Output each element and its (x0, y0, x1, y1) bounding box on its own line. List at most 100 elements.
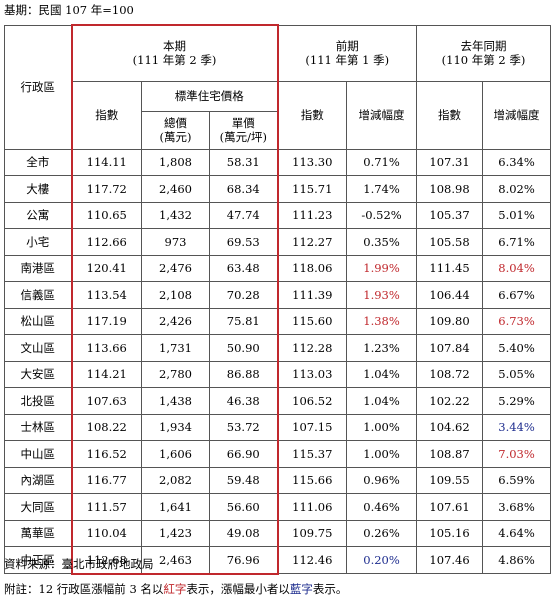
cell-yoy-change: 6.67% (482, 281, 552, 309)
cell-prev-change: 0.71% (346, 148, 418, 176)
cell-total-price: 1,423 (141, 519, 210, 547)
table-row: 公寓 110.65 1,432 47.74 111.23 -0.52% 105.37 5.01… (4, 201, 552, 229)
price-index-table: 行政區 本期 (111 年第 2 季) 前期 (111 年第 1 季) 去年同期… (4, 24, 552, 575)
cell-index: 114.11 (70, 148, 142, 176)
footnote-suffix: 表示。 (312, 582, 348, 596)
cell-yoy-change: 6.73% (482, 307, 552, 335)
cell-yoy-change: 4.86% (482, 546, 552, 574)
header-unit-price: 單價 (萬元/坪) (208, 110, 279, 150)
yoy-period-title: 去年同期 (460, 39, 507, 53)
header-yoy-change: 增減幅度 (482, 80, 552, 150)
cell-prev-index: 111.39 (277, 281, 348, 309)
cell-total-price: 1,606 (141, 440, 210, 468)
cell-district: 士林區 (4, 413, 72, 441)
table-row: 大安區 114.21 2,780 86.88 113.03 1.04% 108.72 5.05… (4, 360, 552, 388)
cell-unit-price: 66.90 (208, 440, 279, 468)
cell-index: 112.66 (70, 228, 142, 256)
cell-unit-price: 76.96 (208, 546, 279, 575)
header-prev-index: 指數 (277, 80, 348, 150)
cell-prev-change: 0.46% (346, 493, 418, 521)
header-current-period: 本期 (111 年第 2 季) (70, 24, 279, 82)
previous-period-subtitle: (111 年第 1 季) (305, 53, 390, 67)
cell-prev-change: 1.04% (346, 387, 418, 415)
footnote-red-word: 紅字 (163, 582, 187, 596)
cell-unit-price: 70.28 (208, 281, 279, 309)
cell-yoy-change: 5.05% (482, 360, 552, 388)
table-row: 中正區 112.68 2,463 76.96 112.46 0.20% 107.46 4.86… (4, 546, 552, 575)
table-row: 大同區 111.57 1,641 56.60 111.06 0.46% 107.61 3.68… (4, 493, 552, 521)
cell-district: 大同區 (4, 493, 72, 521)
cell-yoy-index: 107.84 (416, 334, 484, 362)
cell-index: 110.65 (70, 201, 142, 229)
cell-yoy-index: 105.37 (416, 201, 484, 229)
footnote-blue-word: 藍字 (289, 582, 313, 596)
cell-prev-change: 0.96% (346, 466, 418, 494)
cell-index: 112.68 (70, 546, 142, 575)
cell-district: 全市 (4, 148, 72, 176)
table-row: 北投區 107.63 1,438 46.38 106.52 1.04% 102.22 5.29… (4, 387, 552, 415)
table-row: 南港區 120.41 2,476 63.48 118.06 1.99% 111.45 8.04… (4, 254, 552, 282)
cell-index: 107.63 (70, 387, 142, 415)
cell-yoy-change: 7.03% (482, 440, 552, 468)
cell-yoy-index: 108.87 (416, 440, 484, 468)
cell-unit-price: 69.53 (208, 228, 279, 256)
cell-district: 公寓 (4, 201, 72, 229)
cell-district: 大樓 (4, 175, 72, 203)
header-previous-period: 前期 (111 年第 1 季) (277, 24, 418, 82)
header-current-index: 指數 (70, 80, 142, 150)
cell-unit-price: 47.74 (208, 201, 279, 229)
cell-yoy-index: 109.55 (416, 466, 484, 494)
cell-prev-index: 113.30 (277, 148, 348, 176)
cell-yoy-index: 105.58 (416, 228, 484, 256)
cell-prev-change: 0.35% (346, 228, 418, 256)
cell-unit-price: 53.72 (208, 413, 279, 441)
cell-yoy-index: 104.62 (416, 413, 484, 441)
cell-yoy-index: 107.31 (416, 148, 484, 176)
table-body: 全市 114.11 1,808 58.31 113.30 0.71% 107.31 6.34%… (4, 148, 552, 575)
cell-yoy-change: 4.64% (482, 519, 552, 547)
table-row: 大樓 117.72 2,460 68.34 115.71 1.74% 108.98 8.02% (4, 175, 552, 203)
cell-prev-index: 112.27 (277, 228, 348, 256)
cell-total-price: 1,934 (141, 413, 210, 441)
cell-yoy-change: 6.71% (482, 228, 552, 256)
cell-district: 文山區 (4, 334, 72, 362)
cell-yoy-index: 107.46 (416, 546, 484, 574)
header-district: 行政區 (4, 24, 72, 150)
cell-prev-change: 1.00% (346, 440, 418, 468)
cell-total-price: 2,082 (141, 466, 210, 494)
table-row: 萬華區 110.04 1,423 49.08 109.75 0.26% 105.16 4.64… (4, 519, 552, 547)
table-row: 中山區 116.52 1,606 66.90 115.37 1.00% 108.87 7.03… (4, 440, 552, 468)
cell-prev-index: 111.06 (277, 493, 348, 521)
table-row: 信義區 113.54 2,108 70.28 111.39 1.93% 106.44 6.67… (4, 281, 552, 309)
header-prev-change: 增減幅度 (346, 80, 418, 150)
cell-prev-change: 0.20% (346, 546, 418, 574)
header-same-period-last-year: 去年同期 (110 年第 2 季) (416, 24, 552, 82)
cell-prev-index: 106.52 (277, 387, 348, 415)
cell-unit-price: 56.60 (208, 493, 279, 521)
unit-price-label: 單價 (231, 116, 255, 130)
cell-prev-change: 1.00% (346, 413, 418, 441)
cell-district: 中正區 (4, 546, 72, 574)
cell-total-price: 1,641 (141, 493, 210, 521)
cell-total-price: 1,731 (141, 334, 210, 362)
table-row: 內湖區 116.77 2,082 59.48 115.66 0.96% 109.55 6.59… (4, 466, 552, 494)
cell-yoy-index: 107.61 (416, 493, 484, 521)
cell-total-price: 2,476 (141, 254, 210, 282)
unit-price-unit: (萬元/坪) (219, 130, 267, 144)
cell-prev-index: 115.66 (277, 466, 348, 494)
header-yoy-index: 指數 (416, 80, 484, 150)
cell-district: 萬華區 (4, 519, 72, 547)
cell-yoy-change: 3.68% (482, 493, 552, 521)
base-period-note: 基期：民國 107 年=100 (4, 3, 134, 17)
cell-prev-change: 1.93% (346, 281, 418, 309)
cell-prev-index: 113.03 (277, 360, 348, 388)
cell-index: 117.19 (70, 307, 142, 335)
cell-prev-index: 112.28 (277, 334, 348, 362)
cell-index: 114.21 (70, 360, 142, 388)
cell-prev-change: 1.38% (346, 307, 418, 335)
cell-prev-index: 112.46 (277, 546, 348, 574)
cell-index: 116.77 (70, 466, 142, 494)
cell-prev-change: 1.99% (346, 254, 418, 282)
cell-yoy-change: 8.02% (482, 175, 552, 203)
cell-yoy-change: 3.44% (482, 413, 552, 441)
